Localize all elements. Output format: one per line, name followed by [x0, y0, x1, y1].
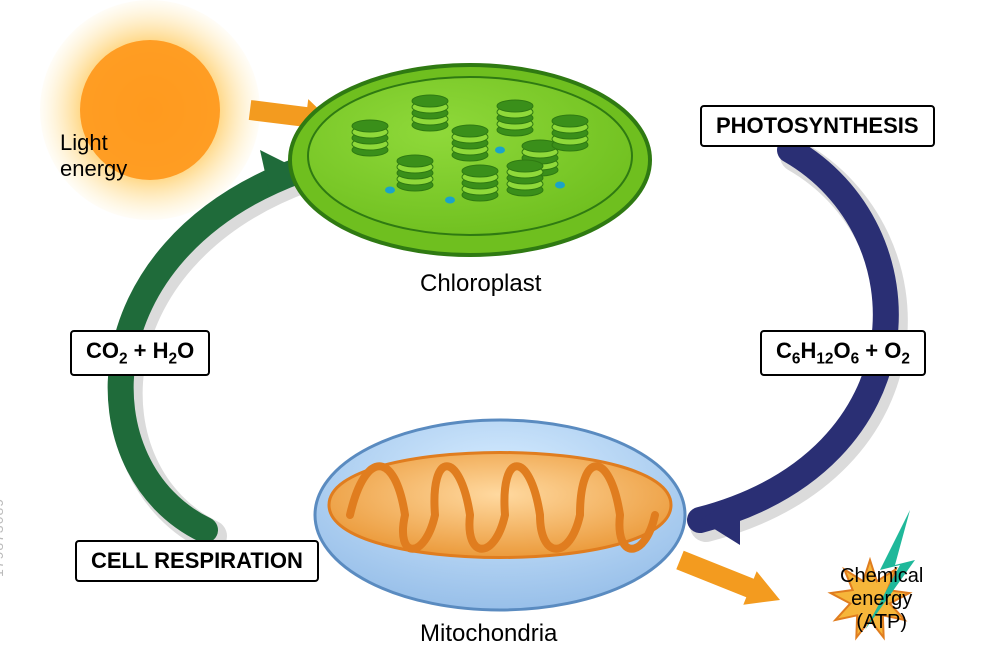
watermark-id: 179873089: [0, 498, 6, 577]
label-mitochondria: Mitochondria: [420, 620, 557, 648]
chloroplast-icon: [290, 65, 650, 255]
label-light-energy: Light energy: [60, 130, 127, 182]
sun-icon: [40, 0, 260, 220]
mitochondria-icon: [315, 420, 685, 610]
label-photosynthesis: PHOTOSYNTHESIS: [700, 105, 935, 147]
label-co2-h2o: CO2 + H2O: [70, 330, 210, 376]
label-glucose-o2: C6H12O6 + O2: [760, 330, 926, 376]
arrow-mito-to-atp: [676, 551, 780, 605]
label-chemical-energy: Chemical energy (ATP): [840, 565, 923, 634]
label-cell-respiration: CELL RESPIRATION: [75, 540, 319, 582]
arrow-sun-to-chloroplast: [249, 99, 330, 135]
diagram-stage: Light energy PHOTOSYNTHESIS Chloroplast …: [0, 0, 1000, 667]
label-chloroplast: Chloroplast: [420, 270, 541, 298]
